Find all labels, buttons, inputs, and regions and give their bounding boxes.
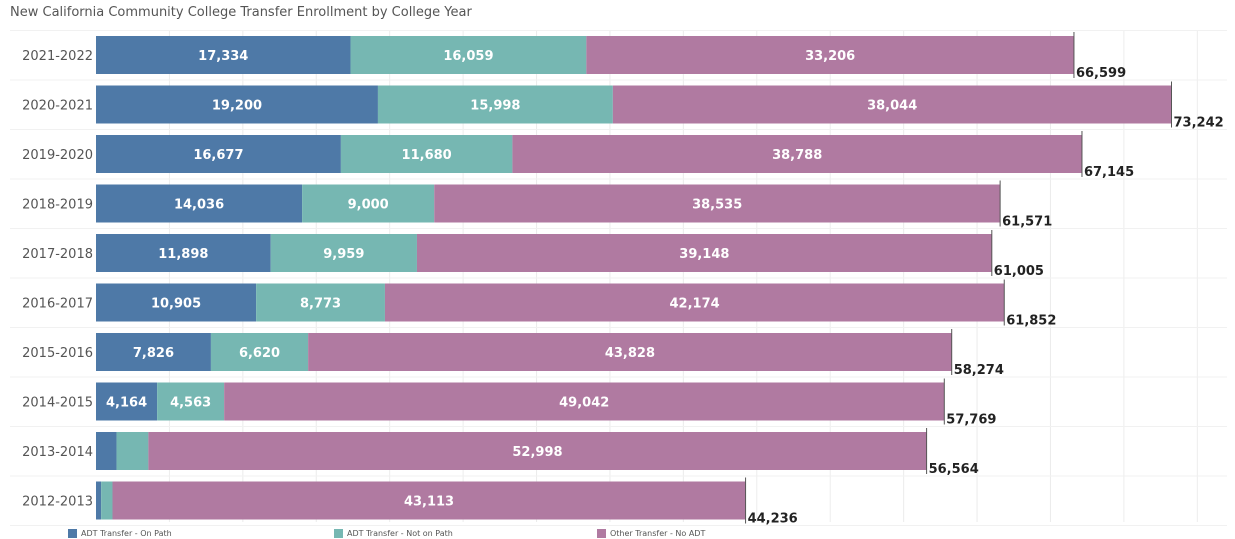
value-label-not-on-path-2020-2021: 15,998 xyxy=(470,99,520,114)
total-label-2012-2013: 44,236 xyxy=(748,512,798,527)
value-label-not-on-path-2016-2017: 8,773 xyxy=(300,297,341,312)
value-label-on-path-2017-2018: 11,898 xyxy=(158,247,208,262)
total-label-2017-2018: 61,005 xyxy=(994,264,1044,279)
value-label-on-path-2014-2015: 4,164 xyxy=(106,396,147,411)
value-label-on-path-2020-2021: 19,200 xyxy=(212,99,262,114)
value-label-not-on-path-2021-2022: 16,059 xyxy=(443,49,493,64)
stacked-bar-chart: 2021-2022 17,334 16,059 33,206 66,599 2020-20… xyxy=(10,30,1227,527)
bar-on-path-2017-2018 xyxy=(96,234,271,272)
value-label-not-on-path-2018-2019: 9,000 xyxy=(348,198,389,213)
legend-label-not-on-path: ADT Transfer - Not on Path xyxy=(347,529,453,538)
bar-no-adt-2014-2015 xyxy=(224,382,945,421)
value-label-not-on-path-2017-2018: 9,959 xyxy=(323,247,364,262)
bar-on-path-2016-2017 xyxy=(96,283,257,322)
legend-swatch-on-path xyxy=(68,529,77,538)
bar-no-adt-2016-2017 xyxy=(384,283,1005,322)
category-label-2021-2022: 2021-2022 xyxy=(22,49,93,64)
total-label-2018-2019: 61,571 xyxy=(1002,215,1052,230)
value-label-not-on-path-2015-2016: 6,620 xyxy=(239,346,280,361)
legend-item-on-path[interactable]: ADT Transfer - On Path xyxy=(68,528,172,539)
legend-label-no-adt: Other Transfer - No ADT xyxy=(610,529,706,538)
legend-label-on-path: ADT Transfer - On Path xyxy=(81,529,172,538)
category-label-2016-2017: 2016-2017 xyxy=(22,297,93,312)
value-label-no-adt-2014-2015: 49,042 xyxy=(559,396,609,411)
bar-not-on-path-2018-2019 xyxy=(302,184,435,223)
bar-no-adt-2020-2021 xyxy=(612,85,1172,124)
bar-not-on-path-2015-2016 xyxy=(210,333,309,371)
category-label-2014-2015: 2014-2015 xyxy=(22,396,93,411)
bar-no-adt-2013-2014 xyxy=(148,432,927,470)
total-label-2015-2016: 58,274 xyxy=(954,363,1004,378)
bar-on-path-2019-2020 xyxy=(96,135,341,173)
total-label-2019-2020: 67,145 xyxy=(1084,165,1134,180)
category-label-2020-2021: 2020-2021 xyxy=(22,99,93,114)
value-label-no-adt-2012-2013: 43,113 xyxy=(404,495,454,510)
legend-item-not-on-path[interactable]: ADT Transfer - Not on Path xyxy=(334,528,453,539)
chart-title: New California Community College Transfe… xyxy=(10,5,472,20)
legend-swatch-no-adt xyxy=(597,529,606,538)
bar-not-on-path-2012-2013 xyxy=(101,481,113,520)
bar-no-adt-2018-2019 xyxy=(434,184,1001,223)
bar-on-path-2012-2013 xyxy=(96,481,102,520)
legend-swatch-not-on-path xyxy=(334,529,343,538)
bar-no-adt-2019-2020 xyxy=(512,135,1082,173)
bar-not-on-path-2013-2014 xyxy=(116,432,149,470)
value-label-not-on-path-2014-2015: 4,563 xyxy=(170,396,211,411)
category-label-2018-2019: 2018-2019 xyxy=(22,198,93,213)
bar-no-adt-2015-2016 xyxy=(308,333,952,371)
labels: 2021-2022 17,334 16,059 33,206 66,599 2020-20… xyxy=(22,49,1224,527)
value-label-on-path-2015-2016: 7,826 xyxy=(133,346,174,361)
total-label-2016-2017: 61,852 xyxy=(1006,314,1056,329)
bar-not-on-path-2014-2015 xyxy=(157,382,225,421)
bar-not-on-path-2016-2017 xyxy=(256,283,385,322)
bar-on-path-2018-2019 xyxy=(96,184,303,223)
category-label-2017-2018: 2017-2018 xyxy=(22,247,93,262)
value-label-on-path-2016-2017: 10,905 xyxy=(151,297,201,312)
value-label-not-on-path-2019-2020: 11,680 xyxy=(402,148,452,163)
bar-no-adt-2017-2018 xyxy=(416,234,992,272)
bar-not-on-path-2020-2021 xyxy=(377,85,613,124)
value-label-no-adt-2021-2022: 33,206 xyxy=(805,49,855,64)
total-label-2021-2022: 66,599 xyxy=(1076,66,1126,81)
category-label-2015-2016: 2015-2016 xyxy=(22,346,93,361)
bar-on-path-2014-2015 xyxy=(96,382,158,421)
value-label-on-path-2021-2022: 17,334 xyxy=(198,49,248,64)
value-label-no-adt-2019-2020: 38,788 xyxy=(772,148,822,163)
bar-not-on-path-2017-2018 xyxy=(270,234,417,272)
value-label-on-path-2018-2019: 14,036 xyxy=(174,198,224,213)
total-label-2020-2021: 73,242 xyxy=(1174,116,1224,131)
value-label-no-adt-2016-2017: 42,174 xyxy=(670,297,720,312)
bar-no-adt-2012-2013 xyxy=(112,481,746,520)
value-label-no-adt-2020-2021: 38,044 xyxy=(867,99,917,114)
bar-on-path-2015-2016 xyxy=(96,333,211,371)
value-label-no-adt-2017-2018: 39,148 xyxy=(679,247,729,262)
value-label-no-adt-2013-2014: 52,998 xyxy=(512,445,562,460)
value-label-no-adt-2015-2016: 43,828 xyxy=(605,346,655,361)
value-label-on-path-2019-2020: 16,677 xyxy=(193,148,243,163)
total-label-2014-2015: 57,769 xyxy=(946,413,996,428)
bar-not-on-path-2021-2022 xyxy=(350,36,587,74)
value-label-no-adt-2018-2019: 38,535 xyxy=(692,198,742,213)
bar-on-path-2013-2014 xyxy=(96,432,117,470)
bar-not-on-path-2019-2020 xyxy=(340,135,513,173)
category-label-2012-2013: 2012-2013 xyxy=(22,495,93,510)
bars xyxy=(96,32,1173,524)
total-label-2013-2014: 56,564 xyxy=(929,462,979,477)
bar-no-adt-2021-2022 xyxy=(586,36,1074,74)
category-label-2019-2020: 2019-2020 xyxy=(22,148,93,163)
legend-item-no-adt[interactable]: Other Transfer - No ADT xyxy=(597,528,705,539)
category-label-2013-2014: 2013-2014 xyxy=(22,445,93,460)
bar-on-path-2020-2021 xyxy=(96,85,378,124)
bar-on-path-2021-2022 xyxy=(96,36,351,74)
